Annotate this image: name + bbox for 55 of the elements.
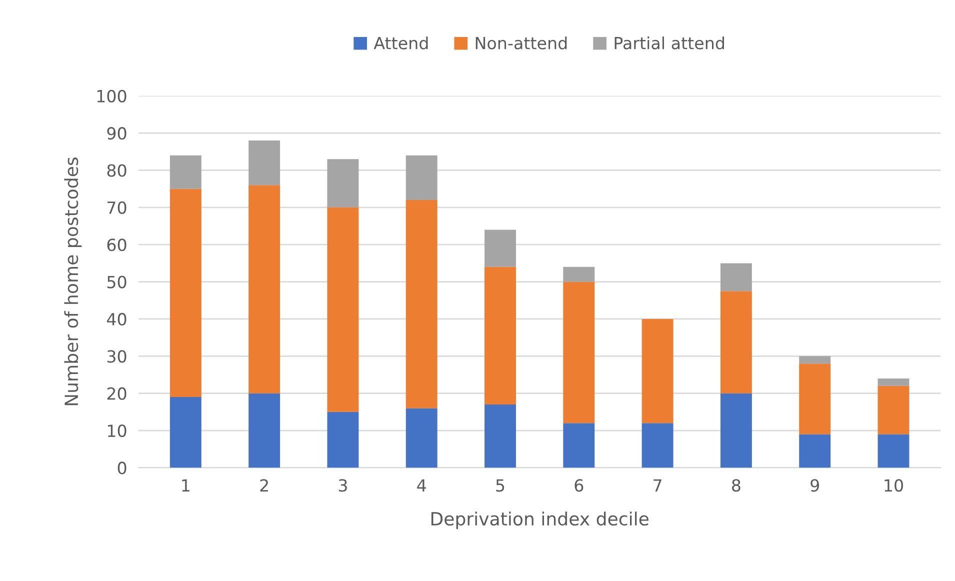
bar — [799, 364, 831, 434]
bar — [170, 397, 202, 468]
bar — [642, 423, 674, 468]
bar — [563, 423, 595, 468]
bar — [563, 282, 595, 424]
bar — [484, 230, 516, 267]
bar — [720, 291, 752, 394]
bar — [878, 434, 910, 468]
legend-label: Attend — [374, 36, 428, 50]
bar — [248, 185, 280, 394]
x-axis-title: Deprivation index decile — [431, 512, 648, 530]
bar — [170, 188, 202, 398]
y-tick-label: 60 — [107, 238, 126, 252]
bar — [327, 412, 359, 468]
bar — [878, 386, 910, 434]
bar — [406, 155, 438, 200]
x-tick-label: 8 — [732, 479, 740, 492]
bar — [327, 207, 359, 412]
x-tick-label: 7 — [654, 479, 662, 492]
x-tick-label: 2 — [260, 479, 268, 492]
bar — [799, 356, 831, 364]
y-tick-label: 80 — [107, 164, 126, 177]
y-tick-label: 30 — [107, 350, 126, 363]
bar — [799, 434, 831, 468]
bar — [484, 404, 516, 468]
bar — [484, 266, 516, 404]
y-tick-label: 70 — [108, 201, 126, 214]
y-tick-label: 0 — [118, 462, 126, 474]
y-tick-label: 100 — [97, 90, 126, 102]
legend-label: Non-attend — [476, 36, 567, 50]
bar — [248, 393, 280, 468]
x-tick-label: 1 — [182, 479, 190, 492]
bar — [406, 200, 438, 408]
bar — [642, 318, 674, 424]
y-tick-label: 20 — [107, 387, 126, 400]
x-tick-label: 6 — [574, 479, 584, 492]
bar — [878, 378, 910, 386]
y-axis-title: Number of home postcodes — [64, 158, 82, 406]
x-tick-label: 3 — [338, 479, 347, 492]
bar — [563, 266, 595, 282]
y-tick-label: 40 — [106, 312, 126, 326]
y-tick-label: 90 — [107, 127, 126, 140]
y-tick-label: 10 — [108, 424, 126, 438]
bar — [720, 393, 752, 468]
bar — [720, 263, 752, 292]
legend-label: Partial attend — [614, 36, 724, 50]
x-tick-label: 10 — [884, 479, 903, 492]
x-tick-label: 9 — [810, 479, 819, 492]
bar — [327, 159, 359, 208]
bar — [170, 155, 202, 189]
bar — [406, 408, 438, 468]
x-tick-label: 5 — [496, 479, 504, 492]
y-tick-label: 50 — [107, 276, 126, 288]
bar — [248, 140, 280, 186]
x-tick-label: 4 — [417, 479, 426, 492]
